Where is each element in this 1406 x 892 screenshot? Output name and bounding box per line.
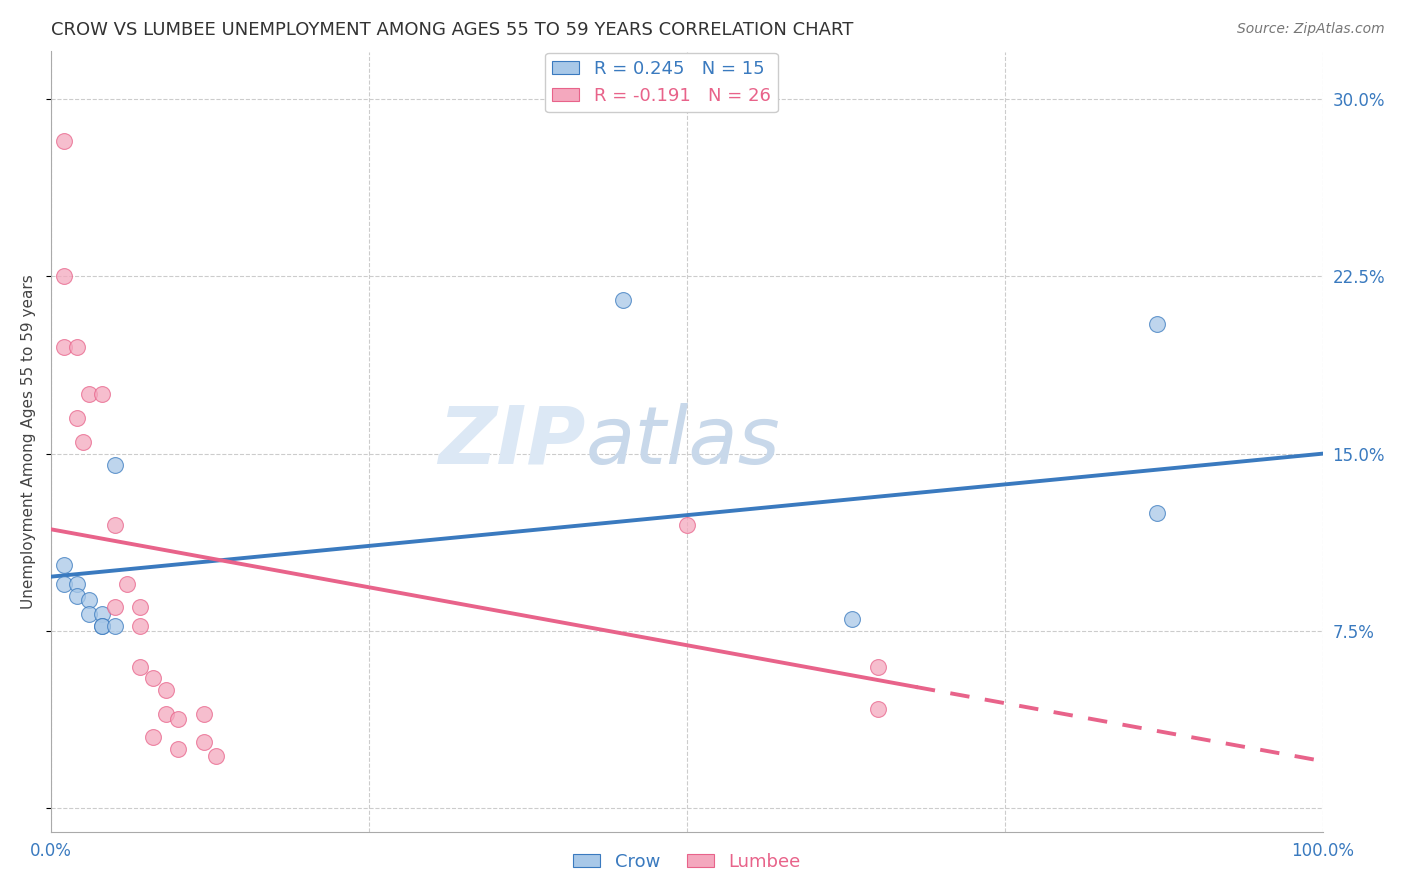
Point bbox=[142, 731, 165, 745]
Point bbox=[612, 293, 634, 307]
Text: atlas: atlas bbox=[585, 403, 780, 481]
Point bbox=[65, 411, 87, 425]
Point bbox=[155, 683, 177, 698]
Point bbox=[841, 612, 863, 626]
Point bbox=[72, 434, 94, 449]
Point bbox=[193, 706, 215, 721]
Point bbox=[866, 659, 889, 673]
Point bbox=[52, 269, 75, 284]
Text: CROW VS LUMBEE UNEMPLOYMENT AMONG AGES 55 TO 59 YEARS CORRELATION CHART: CROW VS LUMBEE UNEMPLOYMENT AMONG AGES 5… bbox=[51, 21, 853, 39]
Point bbox=[117, 576, 139, 591]
Point bbox=[167, 712, 190, 726]
Point bbox=[676, 517, 699, 532]
Point bbox=[1146, 506, 1168, 520]
Point bbox=[65, 340, 87, 354]
Point bbox=[77, 387, 100, 401]
Point bbox=[129, 619, 152, 633]
Point bbox=[52, 340, 75, 354]
Point bbox=[52, 576, 75, 591]
Point bbox=[104, 517, 127, 532]
Point bbox=[1146, 317, 1168, 331]
Text: Source: ZipAtlas.com: Source: ZipAtlas.com bbox=[1237, 22, 1385, 37]
Point bbox=[91, 607, 114, 622]
Point bbox=[104, 619, 127, 633]
Point bbox=[193, 735, 215, 749]
Point bbox=[77, 607, 100, 622]
Legend: Crow, Lumbee: Crow, Lumbee bbox=[565, 846, 808, 878]
Point bbox=[104, 458, 127, 473]
Point bbox=[866, 702, 889, 716]
Y-axis label: Unemployment Among Ages 55 to 59 years: Unemployment Among Ages 55 to 59 years bbox=[21, 275, 35, 609]
Point bbox=[91, 387, 114, 401]
Point bbox=[52, 135, 75, 149]
Point bbox=[65, 589, 87, 603]
Point bbox=[91, 619, 114, 633]
Point bbox=[129, 600, 152, 615]
Point bbox=[65, 576, 87, 591]
Text: ZIP: ZIP bbox=[437, 403, 585, 481]
Point bbox=[155, 706, 177, 721]
Point bbox=[91, 619, 114, 633]
Point bbox=[167, 742, 190, 756]
Point bbox=[205, 749, 228, 764]
Point bbox=[52, 558, 75, 572]
Point bbox=[77, 593, 100, 607]
Point bbox=[104, 600, 127, 615]
Point bbox=[142, 671, 165, 685]
Point bbox=[129, 659, 152, 673]
